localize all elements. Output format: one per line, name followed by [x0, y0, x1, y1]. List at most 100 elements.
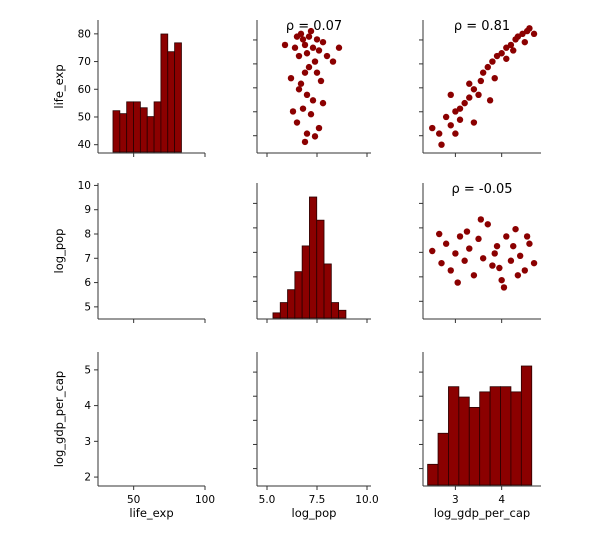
scatter-point: [447, 267, 454, 274]
scatter-point: [438, 259, 445, 267]
scatter-point: [303, 91, 311, 99]
histogram-bar: [133, 101, 141, 153]
scatter-point: [456, 116, 464, 123]
y-tick-label: 5: [84, 301, 91, 313]
scatter-point: [438, 141, 445, 148]
scatter-point: [479, 255, 487, 262]
scatter-point: [309, 44, 317, 51]
scatter-point: [301, 41, 309, 49]
histogram-bar: [330, 302, 340, 319]
panel-life_exp-vs-life_exp: 40 50 60 70 80 life_exp: [52, 20, 206, 157]
histogram-bar: [316, 219, 325, 319]
scatter-point: [335, 44, 343, 51]
scatter-point: [470, 272, 478, 279]
scatter-point: [299, 36, 307, 43]
scatter-point: [521, 38, 529, 46]
scatter-point: [519, 30, 526, 38]
scatter-point: [466, 245, 473, 252]
scatter-point: [435, 130, 443, 137]
scatter-point: [309, 97, 317, 104]
x-tick-label: 3: [452, 494, 459, 506]
scatter-point: [510, 47, 517, 54]
panel-life_exp-vs-log_gdp_per_cap: 2 3 4 5 log_gdp_per_cap 50 100 life_exp: [52, 352, 215, 520]
histogram-bar: [112, 110, 121, 153]
scatter-point: [470, 119, 478, 126]
scatter-point: [442, 240, 450, 247]
scatter-point: [295, 52, 303, 60]
panel-log_gdp_per_cap-vs-life_exp: ρ = 0.81: [419, 19, 541, 157]
scatter-point: [329, 58, 337, 65]
scatter-point: [461, 257, 468, 264]
scatter-point: [315, 124, 323, 132]
scatter-point: [297, 80, 305, 87]
y-tick-label: 6: [84, 277, 91, 289]
histogram-bar: [479, 391, 491, 486]
scatter-point: [523, 233, 531, 240]
scatter-point: [307, 27, 315, 35]
y-tick-label: 80: [78, 28, 91, 40]
scatter-point: [287, 74, 295, 82]
scatter-point: [514, 272, 522, 279]
histogram-bar: [174, 42, 182, 153]
scatter-point: [313, 36, 321, 43]
scatter-point: [526, 240, 533, 247]
scatter-point: [477, 216, 485, 223]
correlation-label: ρ = -0.05: [451, 182, 512, 197]
scatter-point: [301, 69, 309, 76]
scatter-point: [514, 33, 522, 40]
scatter-point: [526, 25, 533, 32]
x-tick-label: 10.0: [355, 494, 378, 506]
histogram-bar: [279, 302, 288, 319]
scatter-point: [510, 242, 517, 250]
histogram-bar: [437, 432, 449, 486]
scatter-point: [461, 99, 468, 107]
x-axis-label: life_exp: [129, 506, 173, 520]
histogram-bar: [448, 386, 460, 486]
scatter-point: [291, 44, 299, 51]
scatter-point: [454, 279, 461, 286]
x-axis-label: log_gdp_per_cap: [434, 506, 530, 520]
scatter-point: [289, 108, 297, 115]
y-tick-label: 4: [84, 400, 91, 412]
x-tick-label: 5.0: [259, 494, 276, 506]
scatter-point: [429, 247, 436, 255]
scatter-point: [293, 119, 301, 126]
histogram-bar: [272, 312, 281, 319]
scatter-point: [479, 69, 487, 76]
histogram-bar: [510, 391, 522, 486]
scatter-point: [303, 50, 311, 57]
scatter-point: [319, 38, 327, 46]
histogram-bar: [301, 245, 310, 319]
scatter-point: [489, 58, 496, 65]
histogram-bar: [153, 101, 162, 153]
panel-log_gdp_per_cap-vs-log_pop: ρ = -0.05: [419, 182, 541, 323]
scatter-point: [484, 221, 491, 228]
histogram-bar: [294, 271, 303, 319]
scatter-point: [305, 63, 313, 71]
scatter-point: [512, 225, 519, 233]
scatter-point: [493, 52, 501, 60]
scatter-point: [319, 99, 327, 107]
scatter-point: [456, 105, 464, 112]
scatter-point: [301, 138, 309, 146]
x-axis-label: log_pop: [292, 506, 337, 520]
x-tick-label: 4: [498, 494, 505, 506]
histogram-bar: [489, 386, 501, 486]
histogram-bar: [468, 406, 481, 486]
histogram-bar: [500, 386, 512, 486]
histogram-bar: [126, 101, 134, 153]
scatter-point: [500, 284, 508, 291]
histogram-bar: [309, 196, 318, 319]
panel-life_exp-vs-log_pop: 5 6 7 8 9 10 log_pop: [52, 180, 206, 323]
scatter-point: [503, 55, 510, 62]
scatter-point: [466, 80, 473, 87]
scatter-point: [442, 113, 450, 121]
scatter-point: [315, 47, 323, 54]
scatter-point: [463, 228, 471, 235]
scatter-point: [491, 250, 498, 257]
scatter-point: [452, 250, 459, 257]
x-tick-label: 7.5: [309, 494, 326, 506]
scatter-point: [435, 230, 443, 238]
scatter-point: [475, 91, 482, 99]
